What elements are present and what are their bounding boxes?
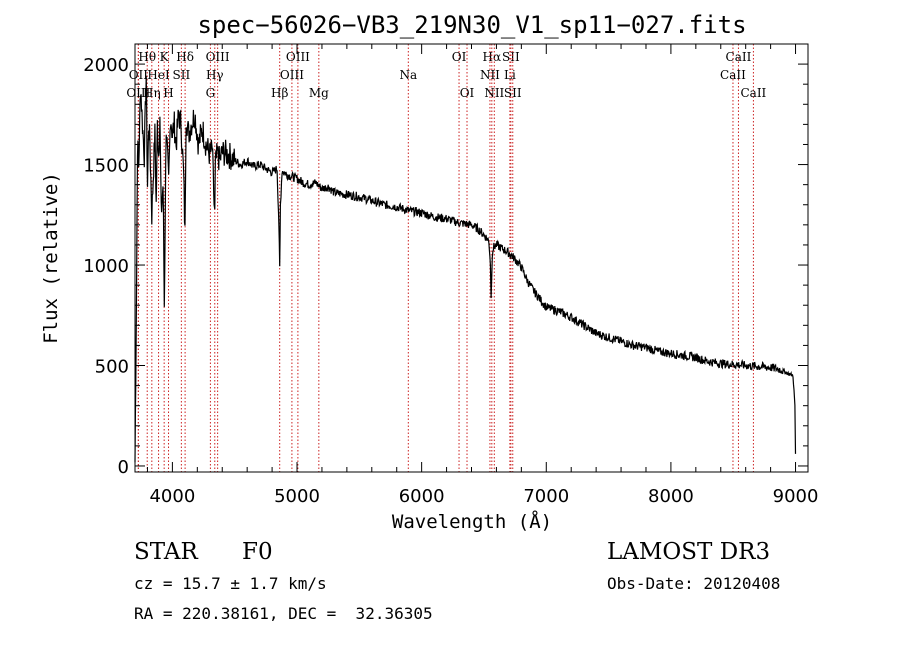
y-axis-label: Flux (relative) bbox=[40, 172, 62, 344]
line-marker-label: CaII bbox=[720, 68, 746, 82]
line-marker-label: Hγ bbox=[206, 68, 224, 82]
line-marker-label: G bbox=[206, 86, 216, 100]
survey-name: LAMOST DR3 bbox=[607, 539, 771, 565]
line-marker-label: OII bbox=[129, 68, 149, 82]
flux-series-line bbox=[134, 75, 797, 463]
line-marker-label: Hδ bbox=[176, 50, 194, 64]
line-marker-label: Li bbox=[504, 68, 516, 82]
y-tick-label: 1500 bbox=[83, 156, 129, 177]
line-marker-label: SII bbox=[502, 50, 520, 64]
line-marker-label: Hβ bbox=[271, 86, 288, 100]
line-marker-label: Hθ bbox=[138, 50, 156, 64]
line-marker-label: Hη bbox=[143, 86, 161, 100]
line-marker-label: SII bbox=[504, 86, 522, 100]
x-tick-label: 4000 bbox=[149, 486, 195, 507]
y-axis-ticks: 0 500 1000 1500 2000 bbox=[83, 55, 808, 478]
chart-title: spec−56026−VB3_219N30_V1_sp11−027.fits bbox=[197, 11, 746, 39]
plot-frame bbox=[134, 43, 809, 473]
x-tick-label: 5000 bbox=[274, 486, 320, 507]
y-tick-label: 2000 bbox=[83, 55, 129, 76]
line-marker-label: Na bbox=[399, 68, 417, 82]
y-tick-label: 500 bbox=[95, 357, 129, 378]
redshift-readout: cz = 15.7 ± 1.7 km/s bbox=[134, 574, 327, 593]
line-marker-label: H bbox=[163, 86, 173, 100]
line-marker-label: Hα bbox=[483, 50, 502, 64]
obs-date: Obs-Date: 20120408 bbox=[607, 574, 781, 593]
line-marker-label: OIII bbox=[126, 86, 150, 100]
x-axis-label: Wavelength (Å) bbox=[392, 510, 552, 533]
coordinates: RA = 220.38161, DEC = 32.36305 bbox=[134, 604, 433, 623]
line-marker-label: OI bbox=[460, 86, 475, 100]
x-tick-label: 7000 bbox=[523, 486, 569, 507]
x-tick-label: 9000 bbox=[773, 486, 819, 507]
line-marker-label: CaII bbox=[726, 50, 752, 64]
y-tick-label: 0 bbox=[118, 457, 129, 478]
line-marker-label: NII bbox=[484, 86, 504, 100]
line-marker-label: SII bbox=[173, 68, 191, 82]
line-marker-label: NII bbox=[480, 68, 500, 82]
line-marker-label: HeI bbox=[147, 68, 170, 82]
line-marker-label: OI bbox=[452, 50, 467, 64]
x-tick-label: 6000 bbox=[399, 486, 445, 507]
line-marker-label: Mg bbox=[309, 86, 329, 100]
object-class: STAR bbox=[134, 539, 198, 565]
line-marker-label: OIII bbox=[286, 50, 310, 64]
x-axis-ticks: 4000 5000 6000 7000 8000 9000 bbox=[146, 44, 819, 507]
line-marker-label: K bbox=[160, 50, 170, 64]
x-tick-label: 8000 bbox=[648, 486, 694, 507]
line-marker-label: CaII bbox=[740, 86, 766, 100]
spectral-subclass: F0 bbox=[242, 539, 273, 565]
line-marker-label: OIII bbox=[206, 50, 230, 64]
line-marker-label: OIII bbox=[280, 68, 304, 82]
y-tick-label: 1000 bbox=[83, 256, 129, 277]
